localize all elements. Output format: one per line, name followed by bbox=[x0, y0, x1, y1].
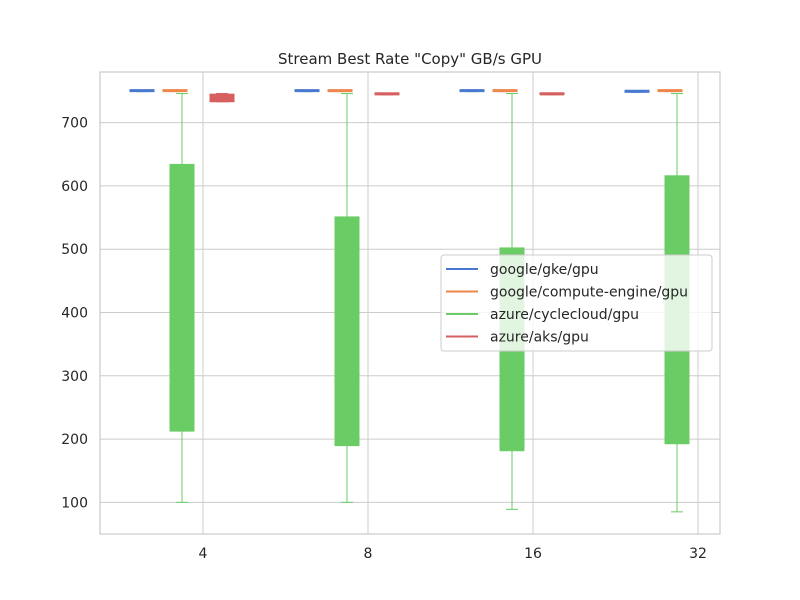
box-azure-aks-gpu-4 bbox=[209, 93, 235, 103]
axis-layer: 100 200 300 400 500 600 700 4 8 16 32 bbox=[61, 116, 707, 562]
y-tick-label-600: 600 bbox=[61, 179, 88, 195]
y-tick-label-300: 300 bbox=[61, 369, 88, 385]
legend-label-google-compute-engine-gpu: google/compute-engine/gpu bbox=[490, 285, 688, 301]
y-tick-label-200: 200 bbox=[61, 432, 88, 448]
box-google-compute-engine-gpu-32 bbox=[657, 89, 683, 93]
x-tick-label-32: 32 bbox=[689, 546, 707, 562]
chart-title: Stream Best Rate "Copy" GB/s GPU bbox=[278, 50, 542, 68]
box-google-gke-gpu-16 bbox=[459, 89, 485, 93]
box-google-compute-engine-gpu-8 bbox=[327, 89, 353, 93]
y-tick-label-400: 400 bbox=[61, 305, 88, 321]
x-tick-label-16: 16 bbox=[524, 546, 542, 562]
box-azure-aks-gpu-16 bbox=[539, 92, 565, 96]
box-google-gke-gpu-32 bbox=[624, 89, 650, 93]
box-body bbox=[169, 163, 195, 432]
box-google-gke-gpu-4 bbox=[129, 89, 155, 93]
box-body bbox=[334, 216, 360, 446]
x-tick-label-4: 4 bbox=[199, 546, 208, 562]
y-tick-label-100: 100 bbox=[61, 495, 88, 511]
box-azure-aks-gpu-8 bbox=[374, 92, 400, 96]
y-tick-label-500: 500 bbox=[61, 242, 88, 258]
box-google-gke-gpu-8 bbox=[294, 89, 320, 93]
legend-label-azure-cyclecloud-gpu: azure/cyclecloud/gpu bbox=[490, 307, 639, 323]
x-tick-label-8: 8 bbox=[364, 546, 373, 562]
box-google-compute-engine-gpu-4 bbox=[162, 89, 188, 93]
box-azure-cyclecloud-gpu-4 bbox=[169, 93, 195, 503]
legend-label-google-gke-gpu: google/gke/gpu bbox=[490, 262, 599, 278]
grid-layer bbox=[100, 72, 720, 534]
box-google-compute-engine-gpu-16 bbox=[492, 89, 518, 93]
plot-frame bbox=[99, 71, 721, 535]
legend: google/gke/gpu google/compute-engine/gpu a… bbox=[440, 254, 713, 352]
legend-label-azure-aks-gpu: azure/aks/gpu bbox=[490, 330, 589, 346]
box-azure-cyclecloud-gpu-8 bbox=[334, 93, 360, 503]
y-tick-label-700: 700 bbox=[61, 116, 88, 132]
legend-frame bbox=[440, 254, 713, 352]
